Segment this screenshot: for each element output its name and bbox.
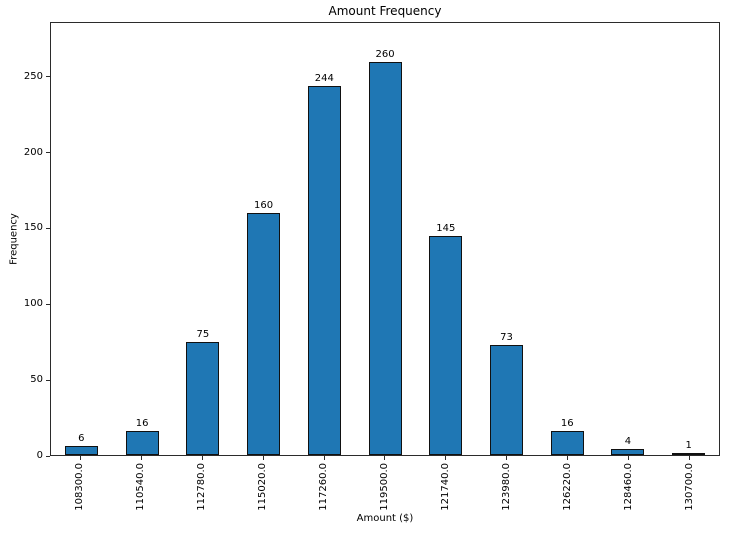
y-tick-mark: [46, 379, 50, 381]
x-tick: 119500.0: [355, 456, 416, 511]
bar: [672, 453, 706, 455]
bar: [125, 430, 159, 455]
bar-slot: 4: [598, 23, 659, 455]
y-tick-label: 150: [23, 222, 43, 234]
bar-slot: 260: [355, 23, 416, 455]
bar-slot: 16: [112, 23, 173, 455]
x-tick-label: 112780.0: [196, 463, 208, 511]
bar-slot: 73: [476, 23, 537, 455]
x-tick-label: 126220.0: [561, 463, 573, 511]
x-tick-label: 108300.0: [74, 463, 86, 511]
x-tick-label: 119500.0: [378, 463, 390, 511]
y-tick-label: 250: [23, 70, 43, 82]
x-tick: 130700.0: [659, 456, 720, 511]
bar-value-label: 4: [624, 435, 632, 447]
bar-value-label: 6: [78, 432, 85, 444]
bar: [429, 235, 463, 455]
bar-value-label: 145: [436, 222, 456, 234]
x-tick-label: 130700.0: [683, 463, 695, 511]
bar-slot: 244: [294, 23, 355, 455]
x-tick-mark: [445, 456, 447, 460]
x-tick-mark: [262, 456, 264, 460]
y-tick: 150: [24, 222, 50, 234]
bar-value-label: 160: [254, 200, 274, 212]
x-tick-label: 110540.0: [135, 463, 147, 511]
x-tick: 115020.0: [233, 456, 294, 511]
plot-area: 6 16 75 160 244 260 145 73 16 4 1: [50, 22, 720, 456]
bar-slot: 75: [172, 23, 233, 455]
y-axis-ticks: 0 50 100 150 200 250: [0, 22, 50, 461]
bar: [307, 86, 341, 455]
x-tick-mark: [567, 456, 569, 460]
x-tick: 108300.0: [50, 456, 111, 511]
x-tick: 117260.0: [294, 456, 355, 511]
x-tick-mark: [506, 456, 508, 460]
y-tick-label: 200: [23, 146, 43, 158]
bar-slot: 160: [233, 23, 294, 455]
x-axis-label: Amount ($): [356, 513, 414, 524]
y-tick-label: 50: [30, 374, 43, 386]
y-tick-mark: [46, 303, 50, 305]
x-tick: 112780.0: [172, 456, 233, 511]
bar-value-label: 73: [500, 331, 513, 343]
bar-value-label: 75: [196, 328, 210, 340]
x-tick-mark: [323, 456, 325, 460]
bar: [368, 62, 402, 455]
bar-value-label: 16: [135, 417, 149, 429]
chart-title: Amount Frequency: [328, 4, 442, 18]
bar-slot: 1: [658, 23, 719, 455]
y-tick-label: 100: [23, 298, 43, 310]
x-tick-mark: [140, 456, 142, 460]
y-tick: 200: [24, 147, 50, 159]
x-tick: 128460.0: [598, 456, 659, 511]
bar: [247, 213, 281, 455]
x-tick: 121740.0: [415, 456, 476, 511]
y-tick-mark: [46, 227, 50, 229]
bar: [186, 341, 220, 455]
x-tick-mark: [79, 456, 81, 460]
y-tick-mark: [46, 455, 50, 457]
x-tick-mark: [628, 456, 630, 460]
y-tick: 0: [37, 450, 50, 462]
bar-value-label: 1: [685, 440, 692, 451]
bar-value-label: 16: [560, 417, 574, 429]
y-tick: 100: [24, 298, 50, 310]
bar: [490, 344, 523, 455]
y-tick-mark: [46, 76, 50, 78]
bar-slot: 6: [51, 23, 112, 455]
bar: [550, 430, 584, 455]
x-tick-mark: [689, 456, 691, 460]
x-tick-mark: [201, 456, 203, 460]
bar-slot: 16: [537, 23, 598, 455]
x-tick-mark: [384, 456, 386, 460]
bar-slot: 145: [415, 23, 476, 455]
y-tick: 50: [30, 374, 50, 386]
x-tick: 123980.0: [476, 456, 537, 511]
bar-value-label: 260: [375, 49, 395, 61]
x-tick-label: 121740.0: [439, 463, 451, 511]
bar: [64, 445, 98, 455]
bar: [611, 448, 645, 455]
x-axis-ticks: 108300.0 110540.0 112780.0 115020.0 117260.0…: [50, 456, 720, 511]
x-tick: 126220.0: [537, 456, 598, 511]
bars-container: 6 16 75 160 244 260 145 73 16 4 1: [51, 23, 719, 455]
x-tick-label: 128460.0: [622, 463, 634, 511]
x-tick-label: 115020.0: [257, 463, 269, 511]
bar-value-label: 244: [314, 73, 334, 85]
x-tick-label: 117260.0: [318, 463, 330, 511]
y-tick-label: 0: [36, 450, 43, 461]
x-tick: 110540.0: [111, 456, 172, 511]
x-tick-label: 123980.0: [500, 463, 512, 511]
y-tick-mark: [46, 152, 50, 153]
y-tick: 250: [24, 71, 50, 83]
